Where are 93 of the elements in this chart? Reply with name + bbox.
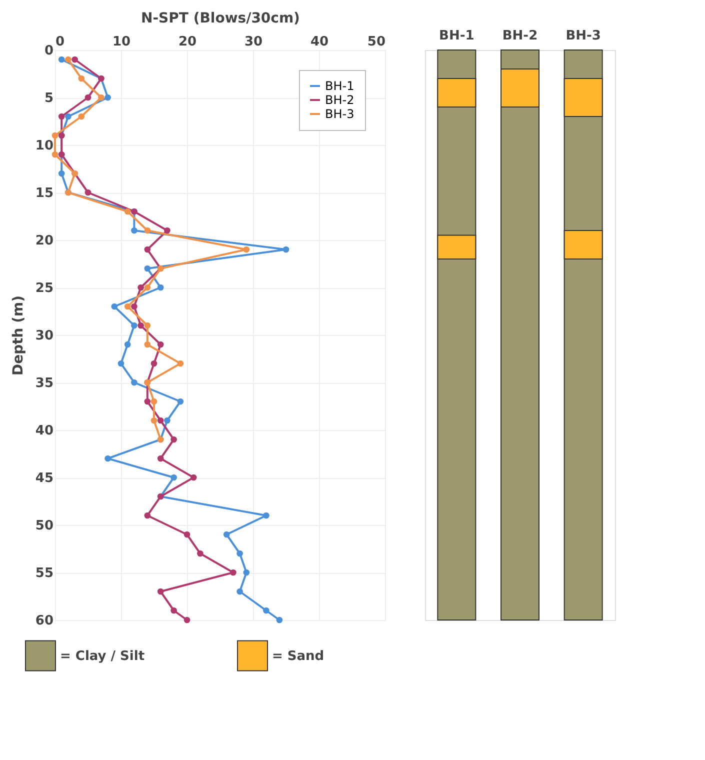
point <box>65 56 72 63</box>
y-tick-label: 10 <box>35 138 54 154</box>
y-axis-title: Depth (m) <box>10 295 26 376</box>
point <box>124 303 131 310</box>
point <box>157 417 164 424</box>
point <box>72 56 78 63</box>
point <box>263 512 270 519</box>
y-tick-label: 25 <box>35 281 54 296</box>
point <box>144 512 151 519</box>
point <box>164 227 170 234</box>
point <box>118 360 124 367</box>
point <box>65 113 72 120</box>
x-tick-label: 20 <box>178 34 197 50</box>
y-tick-label: 55 <box>35 566 54 581</box>
legend-label: BH-3 <box>325 107 354 121</box>
y-tick-label: 5 <box>44 91 54 106</box>
point <box>150 417 158 424</box>
point <box>84 94 92 101</box>
point <box>276 616 283 624</box>
point <box>98 94 104 101</box>
legend-label: = Clay / Silt <box>60 648 145 664</box>
point <box>157 588 164 595</box>
point <box>150 398 158 405</box>
point <box>184 531 190 538</box>
point <box>230 569 236 576</box>
legend-label: = Sand <box>272 648 324 664</box>
point <box>282 246 290 253</box>
point <box>243 246 250 253</box>
point <box>170 474 177 481</box>
y-tick-label: 50 <box>35 518 54 534</box>
x-tick-label: 30 <box>244 34 263 50</box>
point <box>263 607 270 614</box>
y-tick-label: 60 <box>35 614 54 628</box>
point <box>84 189 92 196</box>
point <box>144 246 151 253</box>
point <box>236 588 243 595</box>
point <box>124 208 131 215</box>
point <box>78 75 85 82</box>
point <box>243 569 250 576</box>
point <box>170 436 177 443</box>
point <box>144 227 151 234</box>
point <box>138 322 144 329</box>
x-axis-title: N-SPT (Blows/30cm) <box>141 10 300 26</box>
point <box>124 341 131 348</box>
point <box>131 303 138 310</box>
point <box>157 341 164 348</box>
point <box>144 341 151 348</box>
y-tick-label: 15 <box>35 186 54 201</box>
point <box>111 303 118 310</box>
x-tick-label: BH-1 <box>439 28 474 44</box>
bar <box>500 50 540 620</box>
point <box>52 151 58 158</box>
point <box>190 474 197 481</box>
point <box>131 379 138 386</box>
x-tick-label: 50 <box>367 34 386 50</box>
point <box>58 56 65 63</box>
bar <box>437 50 476 620</box>
point <box>164 417 170 424</box>
x-tick-label: 40 <box>310 34 329 50</box>
point <box>78 113 85 120</box>
point <box>150 360 158 367</box>
point <box>104 455 111 462</box>
y-tick-label: 20 <box>35 234 54 248</box>
point <box>177 398 184 405</box>
legend-label: BH-1 <box>325 79 354 93</box>
legend-label: BH-2 <box>325 93 354 107</box>
x-tick-label: 10 <box>112 34 131 50</box>
y-tick-label: 45 <box>35 471 54 486</box>
point <box>144 398 151 405</box>
point <box>138 284 144 291</box>
point <box>177 360 184 367</box>
y-tick-label: 35 <box>35 376 54 391</box>
point <box>144 322 151 329</box>
point <box>223 531 230 538</box>
x-tick-label: BH-3 <box>566 28 601 44</box>
point <box>131 322 138 329</box>
point <box>58 170 65 177</box>
point <box>170 607 177 614</box>
y-tick-label: 30 <box>35 328 54 344</box>
point <box>58 113 65 120</box>
y-tick-label: 40 <box>35 424 54 438</box>
x-tick-label: BH-2 <box>502 28 538 44</box>
point <box>131 227 138 234</box>
point <box>144 265 151 272</box>
point <box>157 284 164 291</box>
point <box>104 94 111 101</box>
point <box>184 616 190 624</box>
point <box>52 132 58 139</box>
x-tick-label: 0 <box>56 34 65 50</box>
point <box>144 284 151 291</box>
point <box>236 550 243 557</box>
point <box>197 550 204 557</box>
point <box>157 455 164 462</box>
